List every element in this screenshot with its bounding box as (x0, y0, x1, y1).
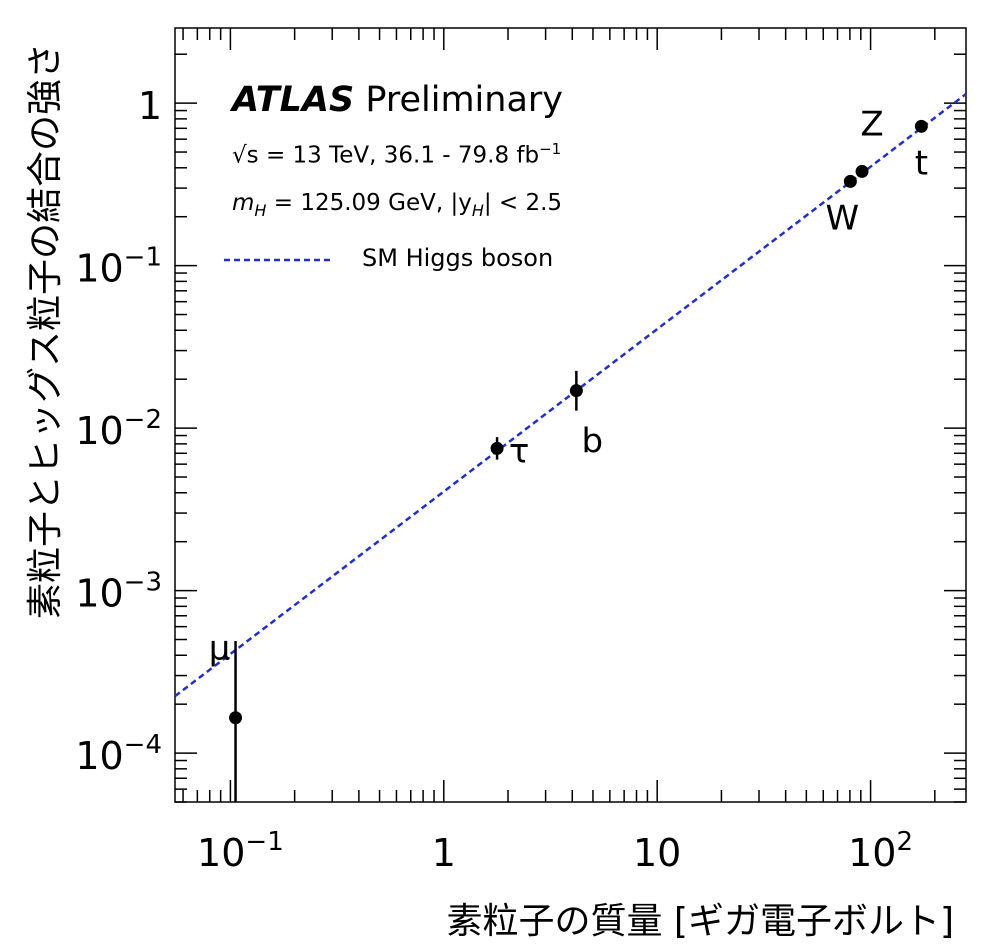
x-tick-label: 102 (848, 827, 913, 875)
y-tick-label-base: 10 (75, 247, 123, 291)
point-μ (229, 711, 243, 725)
x-tick-label-base: 10 (848, 831, 896, 875)
x-tick-label-exp: 2 (896, 827, 913, 857)
sm-higgs-reference-line (174, 93, 967, 698)
y-tick-label: 10−1 (75, 243, 162, 291)
y-axis-label-text: 素粒子とヒッグス粒子の結合の強さ (25, 42, 66, 620)
y-tick-label-exp: −2 (124, 405, 162, 435)
point-b (569, 384, 583, 398)
x-tick-label: 10 (633, 831, 681, 875)
atlas-label: ATLAS Preliminary (232, 80, 563, 120)
y-tick-label-base: 1 (138, 84, 162, 128)
x-tick-label-base: 10 (633, 831, 681, 875)
x-tick-label-base: 1 (432, 831, 456, 875)
point-Z (855, 164, 869, 178)
x-tick-label-exp: −1 (245, 827, 283, 857)
y-tick-label: 10−4 (75, 730, 162, 778)
mass-sub: H (254, 200, 267, 220)
x-tick-label-base: 10 (197, 831, 245, 875)
atlas-logo-text: ATLAS (232, 80, 355, 120)
point-label-τ: τ (509, 431, 529, 471)
energy-sup: −1 (539, 140, 562, 158)
y-tick-label-exp: −3 (124, 568, 162, 598)
y-tick-label-exp: −4 (124, 730, 162, 760)
point-label-t: t (915, 143, 928, 183)
x-axis-label: 素粒子の質量 [ギガ電子ボルト] (446, 901, 954, 942)
energy-line: √s = 13 TeV, 36.1 - 79.8 fb (232, 142, 540, 169)
mass-symbol: m (232, 190, 255, 216)
y-tick-label-base: 10 (75, 409, 123, 453)
plot-frame (174, 27, 967, 803)
mass-suffix: | < 2.5 (483, 190, 563, 216)
point-W (843, 174, 857, 188)
y-tick-label: 10−3 (75, 568, 162, 616)
y-tick-label-base: 10 (75, 734, 123, 778)
mass-sub2: H (471, 200, 484, 220)
point-t (914, 119, 928, 133)
mass-mid: = 125.09 GeV, |y (266, 190, 472, 216)
axis-ticks (175, 28, 966, 803)
data-points (229, 119, 928, 802)
x-tick-label: 1 (432, 831, 456, 875)
y-tick-label: 1 (138, 84, 162, 128)
y-tick-label: 10−2 (75, 405, 162, 453)
legend-entry-label: SM Higgs boson (362, 244, 554, 272)
point-label-W: W (826, 198, 860, 238)
point-label-b: b (582, 422, 604, 462)
x-tick-label: 10−1 (197, 827, 284, 875)
point-label-Z: Z (860, 104, 883, 144)
higgs-mass-text: mH = 125.09 GeV, |yH| < 2.5 (232, 190, 562, 221)
energy-luminosity-text: √s = 13 TeV, 36.1 - 79.8 fb−1 (232, 140, 561, 169)
y-tick-label-base: 10 (75, 572, 123, 616)
y-tick-label-exp: −1 (124, 243, 162, 273)
point-label-μ: μ (209, 629, 231, 669)
point-labels: μ τ b W Zt (209, 104, 928, 668)
preliminary-text: Preliminary (365, 80, 564, 120)
point-τ (490, 441, 504, 455)
